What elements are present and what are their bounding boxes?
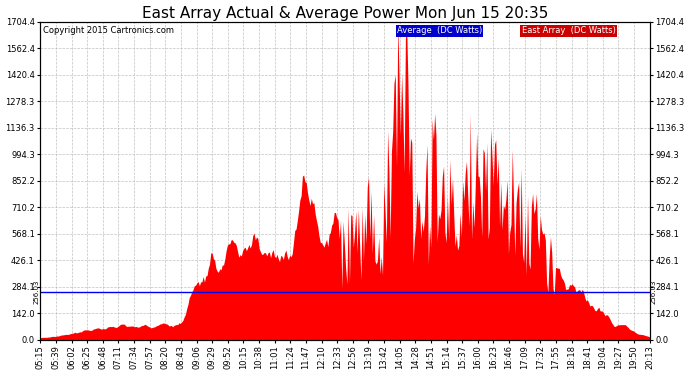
Text: 256.03: 256.03 [650, 280, 656, 304]
Text: Average  (DC Watts): Average (DC Watts) [397, 27, 482, 36]
Title: East Array Actual & Average Power Mon Jun 15 20:35: East Array Actual & Average Power Mon Ju… [142, 6, 548, 21]
Text: 256.03: 256.03 [34, 280, 40, 304]
Text: Copyright 2015 Cartronics.com: Copyright 2015 Cartronics.com [43, 27, 175, 36]
Text: East Array  (DC Watts): East Array (DC Watts) [522, 27, 615, 36]
